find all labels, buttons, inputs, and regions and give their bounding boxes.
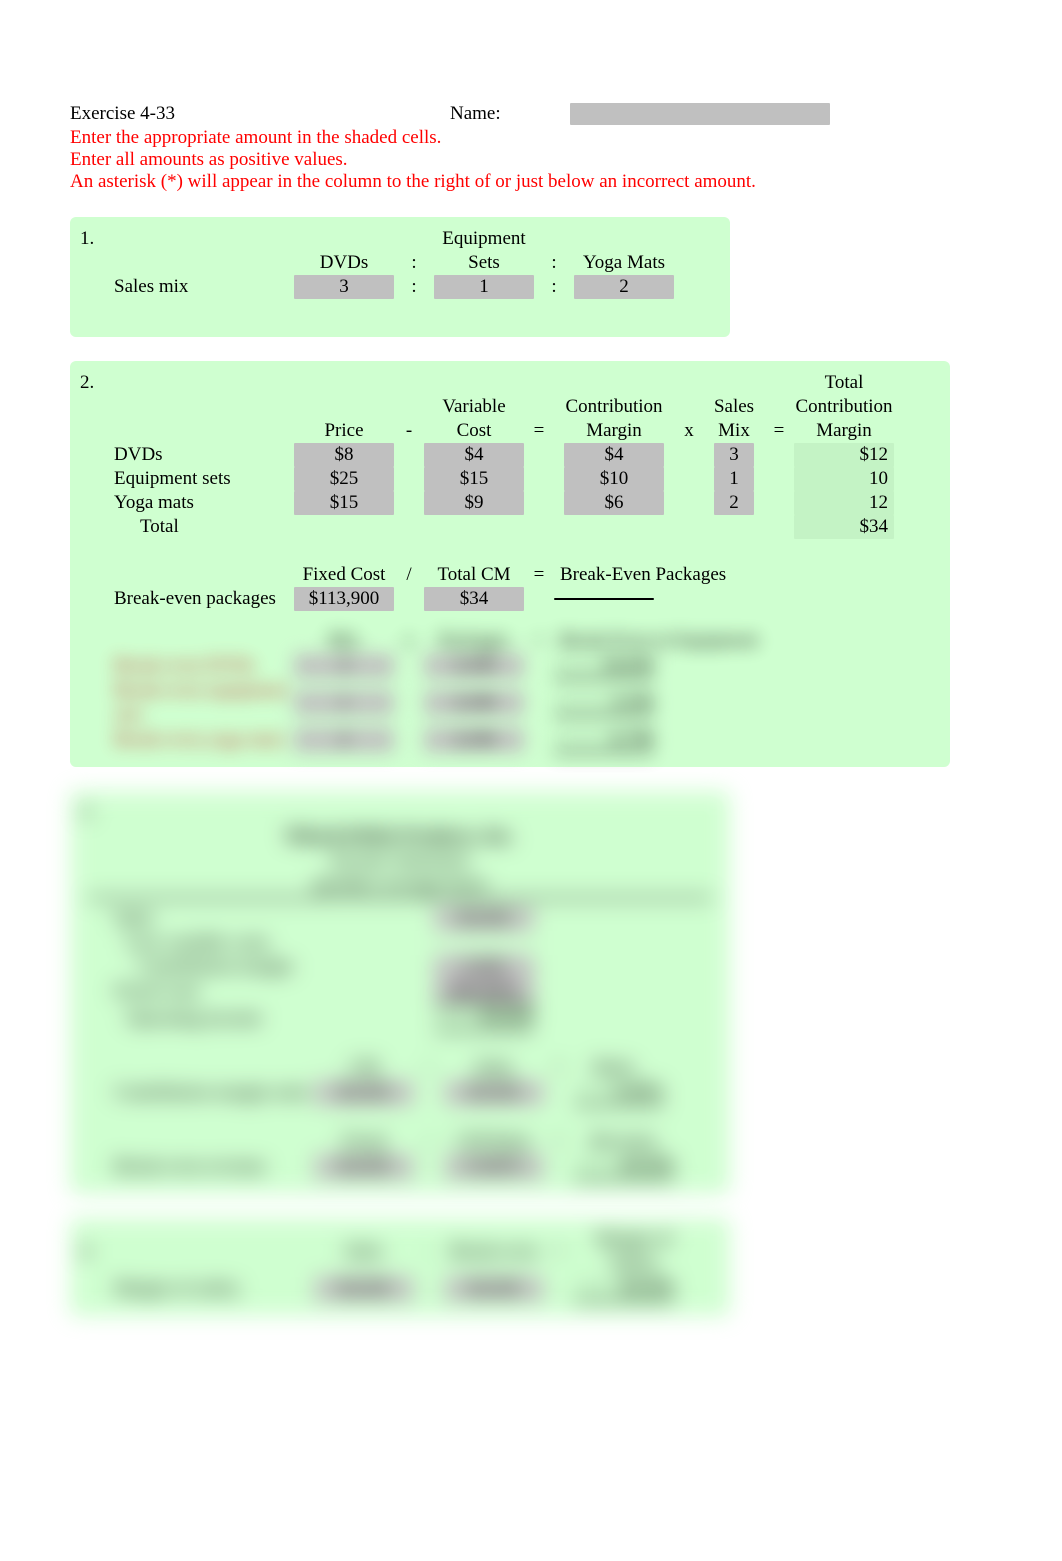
be-hdr-eq: = <box>524 563 554 587</box>
total-label: Total <box>114 515 294 539</box>
hdr-margin2: Margin <box>794 419 894 443</box>
eq-price[interactable]: $25 <box>294 467 394 491</box>
sales-mix-label: Sales mix <box>114 275 294 299</box>
sep: : <box>394 251 434 275</box>
hdr-mix: Mix <box>704 419 764 443</box>
name-input[interactable] <box>570 103 830 125</box>
instruction-2: Enter all amounts as positive values. <box>70 149 992 171</box>
be-hdr-fixed: Fixed Cost <box>294 563 394 587</box>
exercise-label: Exercise 4-33 <box>70 103 450 125</box>
be-totalcm[interactable]: $34 <box>424 587 524 611</box>
yoga-cm[interactable]: $6 <box>564 491 664 515</box>
col-sets: Sets <box>434 251 534 275</box>
dvds-mix[interactable]: 3 <box>714 443 754 467</box>
mix-dvds[interactable]: 3 <box>294 275 394 299</box>
mix-yoga[interactable]: 2 <box>574 275 674 299</box>
row-eq-label: Equipment sets <box>114 467 294 491</box>
hdr-margin: Margin <box>554 419 674 443</box>
hdr-variable: Variable <box>424 395 524 419</box>
part2-number: 2. <box>78 371 114 395</box>
row-dvds-label: DVDs <box>114 443 294 467</box>
yoga-mix[interactable]: 2 <box>714 491 754 515</box>
dvds-price[interactable]: $8 <box>294 443 394 467</box>
be-hdr-cm: Total CM <box>424 563 524 587</box>
eq-mix[interactable]: 1 <box>714 467 754 491</box>
hdr-total-contrib: Contribution <box>794 395 894 419</box>
dvds-total: $12 <box>794 443 894 467</box>
yoga-total: 12 <box>794 491 894 515</box>
op-x: x <box>674 419 704 443</box>
yoga-price[interactable]: $15 <box>294 491 394 515</box>
op-minus: - <box>394 419 424 443</box>
be-label: Break-even packages <box>114 587 294 611</box>
eq-total: 10 <box>794 467 894 491</box>
equipment-header: Equipment <box>434 227 534 251</box>
hdr-total: Total <box>794 371 894 395</box>
sep: : <box>534 275 574 299</box>
sep: : <box>534 251 574 275</box>
col-dvds: DVDs <box>294 251 394 275</box>
be-hdr-pkg: Break-Even Packages <box>554 563 754 587</box>
grand-total: $34 <box>794 515 894 539</box>
be-result <box>554 598 654 600</box>
hdr-sales: Sales <box>704 395 764 419</box>
hdr-contribution: Contribution <box>554 395 674 419</box>
part1-number: 1. <box>78 227 114 251</box>
op-eq2: = <box>764 419 794 443</box>
sep: : <box>394 275 434 299</box>
col-yoga: Yoga Mats <box>574 251 674 275</box>
dvds-vcost[interactable]: $4 <box>424 443 524 467</box>
row-yoga-label: Yoga mats <box>114 491 294 515</box>
instruction-1: Enter the appropriate amount in the shad… <box>70 127 992 149</box>
eq-vcost[interactable]: $15 <box>424 467 524 491</box>
be-hdr-div: / <box>394 563 424 587</box>
hdr-price: Price <box>294 419 394 443</box>
be-fixed[interactable]: $113,900 <box>294 587 394 611</box>
dvds-cm[interactable]: $4 <box>564 443 664 467</box>
instruction-3: An asterisk (*) will appear in the colum… <box>70 171 992 193</box>
yoga-vcost[interactable]: $9 <box>424 491 524 515</box>
op-eq: = <box>524 419 554 443</box>
hdr-cost: Cost <box>424 419 524 443</box>
eq-cm[interactable]: $10 <box>564 467 664 491</box>
name-label: Name: <box>450 103 570 125</box>
mix-sets[interactable]: 1 <box>434 275 534 299</box>
